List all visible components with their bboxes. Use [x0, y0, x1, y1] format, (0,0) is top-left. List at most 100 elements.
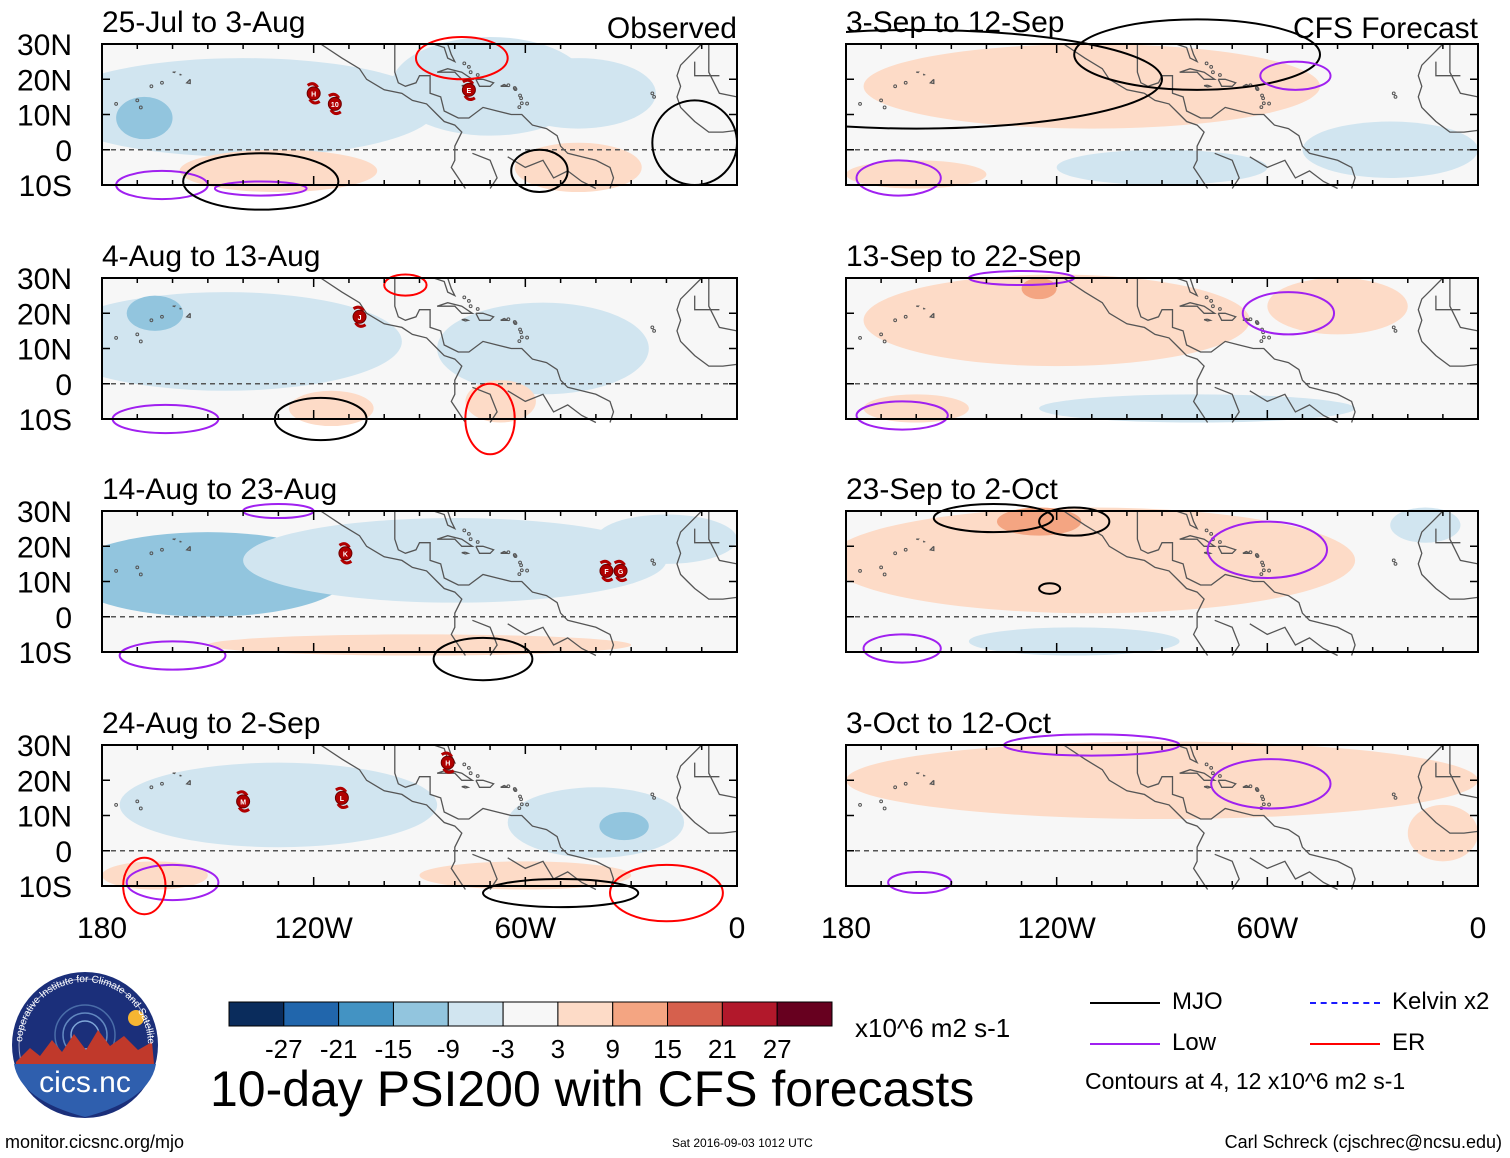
contour-levels-note: Contours at 4, 12 x10^6 m2 s-1 [1085, 1068, 1406, 1094]
island [1204, 528, 1209, 533]
coastline [676, 744, 737, 834]
island [893, 318, 898, 323]
coastline [1435, 61, 1461, 77]
coastline [928, 312, 935, 319]
colorbar-swatch [721, 1001, 778, 1027]
lat-tick-label: 10S [19, 170, 72, 203]
lat-tick-label: 10S [19, 637, 72, 670]
coastline [916, 772, 920, 775]
island [519, 335, 524, 340]
colorbar-tick-label: 9 [605, 1034, 619, 1064]
colorbar-tick-label: 27 [763, 1034, 792, 1064]
island [1391, 558, 1396, 563]
island [135, 98, 140, 103]
low-legend-label: Low [1172, 1029, 1217, 1056]
coastline [708, 745, 737, 799]
island [1393, 561, 1398, 566]
map-panel-clip [846, 269, 1478, 431]
coastline [1136, 745, 1356, 890]
island [652, 795, 656, 800]
island [517, 806, 522, 810]
coastline [296, 510, 466, 656]
island [160, 80, 164, 85]
coastline [708, 511, 737, 565]
island [506, 317, 511, 322]
island [903, 314, 908, 319]
coastline [172, 71, 177, 74]
kelvin-legend-line [1310, 1002, 1380, 1004]
coastline [472, 152, 498, 189]
psi200-anomaly-patch [846, 741, 1478, 820]
low-contour [855, 400, 949, 431]
coastline [461, 785, 471, 789]
coastline [394, 278, 615, 423]
footer-url[interactable]: monitor.cicsnc.org/mjo [5, 1132, 185, 1152]
lon-tick-label: 120W [1017, 912, 1096, 945]
island [858, 336, 862, 340]
low-contour [855, 159, 942, 197]
coastline [928, 545, 935, 552]
mjo-contour [932, 502, 1055, 534]
coastline [1136, 278, 1356, 423]
colorbar-swatch [502, 1001, 559, 1027]
mjo-contour [481, 877, 640, 909]
island [1218, 774, 1222, 778]
island [1261, 802, 1266, 807]
storm-marker: E [461, 78, 476, 101]
figure-title: 10-day PSI200 with CFS forecasts [210, 1061, 975, 1117]
mjo-contour [1038, 506, 1111, 537]
island [882, 806, 887, 811]
coastline [179, 540, 183, 543]
island [466, 299, 471, 303]
coastline [1175, 277, 1199, 298]
lat-tick-label: 0 [55, 836, 72, 869]
island [114, 336, 119, 340]
coastline [1417, 744, 1478, 834]
island [1248, 317, 1253, 322]
low-contour [862, 633, 942, 664]
island [1248, 784, 1253, 789]
island [468, 70, 473, 75]
island [138, 339, 143, 344]
coastline [1179, 769, 1217, 781]
sun-icon [128, 1010, 144, 1026]
panel-date-range: 3-Oct to 12-Oct [846, 707, 1052, 740]
lat-tick-label: 30N [17, 730, 72, 763]
coastline [1136, 44, 1356, 189]
hurricane-icon-core [440, 755, 455, 770]
hurricane-icon-core [327, 96, 342, 111]
island [1261, 563, 1266, 568]
island [525, 101, 529, 106]
coastline [1039, 43, 1209, 189]
colorbar-swatch [667, 1001, 723, 1027]
colorbar-tick-label: 15 [653, 1034, 682, 1064]
island [517, 572, 522, 576]
coastline [922, 774, 926, 777]
er-legend-line [1310, 1043, 1380, 1045]
hurricane-icon-core [352, 309, 367, 324]
island [506, 784, 511, 789]
colorbar-tick-label: -21 [320, 1034, 358, 1064]
island [893, 785, 898, 790]
island [466, 766, 471, 770]
er-legend-label: ER [1392, 1029, 1426, 1056]
island [519, 568, 524, 573]
island [468, 771, 473, 776]
island [462, 295, 467, 300]
colorbar: -27 -21 -15 -9 -3 3 9 15 21 27 [228, 1001, 833, 1064]
island [1391, 91, 1396, 96]
coastline [1214, 152, 1240, 189]
hurricane-icon [236, 790, 250, 813]
coastline [179, 73, 183, 76]
psi200-anomaly-patch [514, 142, 642, 193]
island [1218, 540, 1222, 544]
psi200-anomaly-patch [599, 811, 649, 841]
coastline [1435, 528, 1461, 544]
coastline [507, 156, 597, 190]
coastline [172, 772, 177, 775]
island [903, 80, 908, 85]
map-panel-clip [846, 18, 1478, 197]
coastline [1435, 762, 1461, 778]
hurricane-icon-core [461, 82, 476, 97]
